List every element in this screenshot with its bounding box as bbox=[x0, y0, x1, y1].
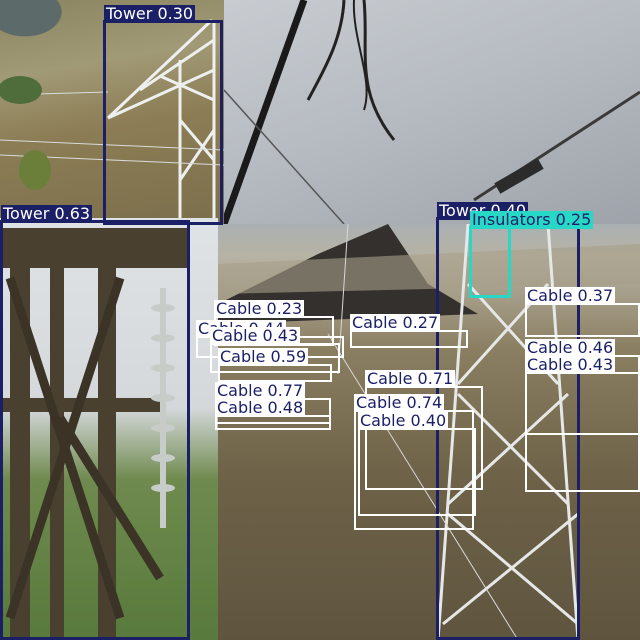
photo-hillside-tower-top bbox=[0, 0, 224, 224]
detection-box-cable: Cable 0.71 bbox=[365, 370, 483, 490]
detection-label: Cable 0.48 bbox=[215, 398, 306, 417]
mountain-and-tower bbox=[218, 224, 640, 640]
detection-label: Cable 0.27 bbox=[350, 313, 441, 332]
detection-label: Cable 0.40 bbox=[358, 411, 449, 430]
photo-close-tower bbox=[0, 218, 218, 640]
photo-sky-cable bbox=[224, 0, 640, 224]
detection-label: Cable 0.71 bbox=[365, 369, 456, 388]
sky-cable-lines bbox=[224, 0, 640, 224]
detection-box-tower: Tower 0.63 bbox=[0, 205, 190, 640]
detection-box-cable: Cable 0.27 bbox=[350, 314, 468, 348]
detection-box-tower: Tower 0.30 bbox=[103, 5, 223, 225]
detection-label: Insulators 0.25 bbox=[470, 210, 594, 229]
detection-box-cable: Cable 0.59 bbox=[218, 348, 332, 382]
detection-label: Cable 0.43 bbox=[525, 355, 616, 374]
detection-label: Cable 0.23 bbox=[214, 299, 305, 318]
detection-box-cable: Cable 0.48 bbox=[215, 399, 331, 430]
detection-label: Tower 0.63 bbox=[1, 204, 93, 223]
tower-top-lattice bbox=[0, 18, 224, 224]
detection-label: Cable 0.74 bbox=[354, 393, 445, 412]
detection-box-cable: Cable 0.23 bbox=[214, 300, 334, 346]
detection-label: Cable 0.77 bbox=[215, 381, 306, 400]
detection-box-cable: Cable 0.74 bbox=[354, 394, 474, 530]
detection-box-cable: Cable 0.43 bbox=[210, 327, 340, 373]
detection-box-cable: Cable 0.40 bbox=[358, 412, 476, 516]
detection-label: Tower 0.30 bbox=[104, 4, 196, 23]
detection-label: Cable 0.37 bbox=[525, 286, 616, 305]
detection-box-insulators: Insulators 0.25 bbox=[469, 211, 594, 298]
detection-box-cable: Cable 0.43 bbox=[525, 356, 640, 492]
close-tower-structure bbox=[0, 228, 190, 638]
detection-label: Cable 0.46 bbox=[525, 338, 616, 357]
detection-label: Cable 0.43 bbox=[210, 326, 301, 345]
detection-label: Cable 0.59 bbox=[218, 347, 309, 366]
detection-box-cable: Cable 0.37 bbox=[525, 287, 640, 337]
